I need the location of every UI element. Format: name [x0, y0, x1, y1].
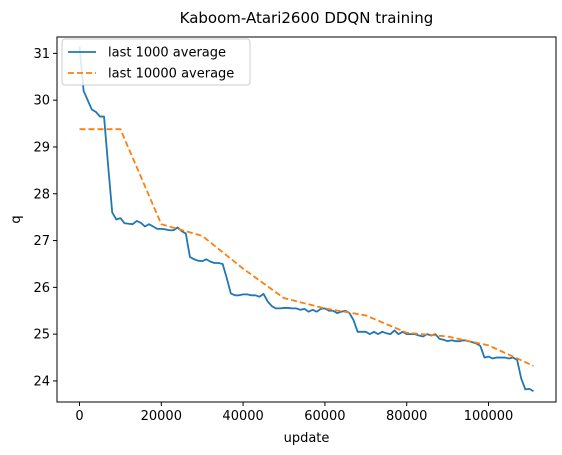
y-tick-label: 29 — [33, 140, 50, 155]
x-tick-label: 0 — [75, 409, 83, 424]
legend-label: last 1000 average — [108, 46, 226, 61]
legend-label: last 10000 average — [108, 67, 234, 82]
y-tick-label: 24 — [33, 374, 50, 389]
y-tick-label: 27 — [33, 234, 50, 249]
y-tick-label: 31 — [33, 47, 50, 62]
x-axis-ticks: 0 20000 40000 60000 80000 100000 — [75, 402, 513, 424]
legend: last 1000 average last 10000 average — [62, 39, 250, 85]
y-axis-ticks: 24 25 26 27 28 29 30 31 — [33, 47, 57, 390]
x-tick-label: 100000 — [464, 409, 514, 424]
y-tick-label: 30 — [33, 94, 50, 109]
series-line-1 — [80, 46, 534, 391]
x-axis-label: update — [284, 431, 330, 446]
y-axis-label: q — [9, 215, 24, 223]
y-tick-label: 26 — [33, 281, 50, 296]
series-line-2 — [80, 129, 534, 366]
chart-title: Kaboom-Atari2600 DDQN training — [180, 9, 434, 27]
plot-lines — [80, 46, 534, 391]
x-tick-label: 40000 — [222, 409, 263, 424]
x-tick-label: 80000 — [386, 409, 427, 424]
y-tick-label: 28 — [33, 187, 50, 202]
x-tick-label: 60000 — [304, 409, 345, 424]
x-tick-label: 20000 — [141, 409, 182, 424]
y-tick-label: 25 — [33, 328, 50, 343]
